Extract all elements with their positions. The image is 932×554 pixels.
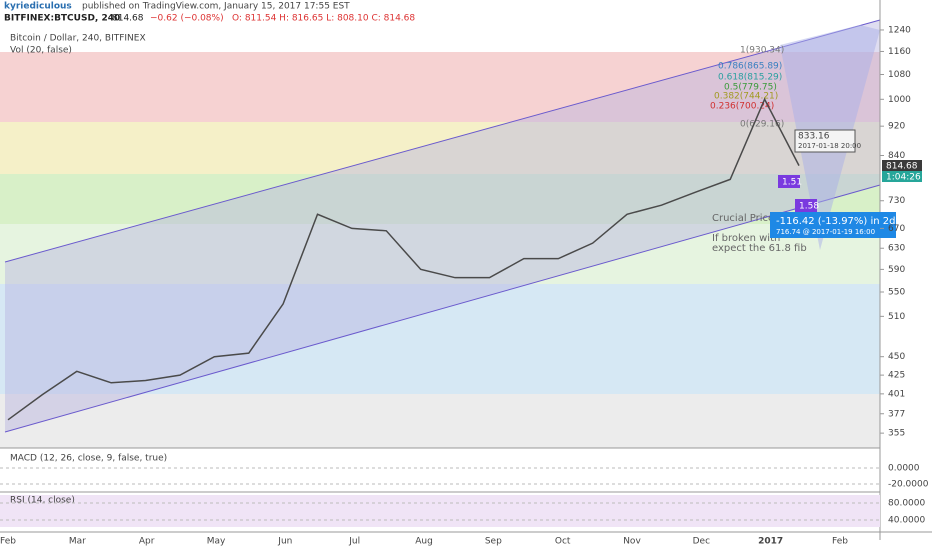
fib-label: 0(629.16) bbox=[740, 120, 784, 130]
fib-label: 0.5(779.75) bbox=[724, 83, 777, 93]
measure-sub: 716.74 @ 2017-01-19 16:00 bbox=[776, 228, 875, 236]
y-tick-label: 840 bbox=[888, 151, 905, 161]
y-tick-label: 0.0000 bbox=[888, 464, 920, 474]
y-tick-label: 630 bbox=[888, 244, 905, 254]
price-tag bbox=[882, 171, 922, 182]
y-tick-label: 425 bbox=[888, 371, 905, 381]
y-tick-label: 377 bbox=[888, 409, 905, 419]
annotation: If broken with bbox=[712, 233, 780, 244]
y-tick-label: 450 bbox=[888, 352, 905, 362]
x-tick-label: Sep bbox=[485, 537, 502, 547]
y-tick-label: 730 bbox=[888, 196, 905, 206]
y-tick-label: 1240 bbox=[888, 25, 911, 35]
x-tick-label: Jun bbox=[277, 537, 292, 547]
x-tick-label: Mar bbox=[69, 537, 86, 547]
measure-box bbox=[770, 212, 896, 238]
published: published on TradingView.com, January 15… bbox=[82, 2, 350, 12]
chart-title: Bitcoin / Dollar, 240, BITFINEX bbox=[10, 34, 146, 44]
x-tick-label: 2017 bbox=[758, 537, 783, 547]
x-tick-label: Nov bbox=[623, 537, 641, 547]
x-tick-label: Aug bbox=[415, 537, 433, 547]
symbol: BITFINEX:BTCUSD, 240 bbox=[4, 14, 120, 24]
annotation: 833.16 bbox=[798, 132, 830, 142]
label-box bbox=[778, 175, 800, 188]
channel-line bbox=[4, 184, 881, 433]
ohlc: O: 811.54 H: 816.65 L: 808.10 C: 814.68 bbox=[232, 14, 415, 24]
fib-label: 1(930.34) bbox=[740, 46, 784, 56]
annotation: expect the 61.8 fib bbox=[712, 243, 807, 254]
fib-label: 0.382(744.21) bbox=[714, 92, 778, 102]
change: −0.62 (−0.08%) bbox=[150, 14, 224, 24]
annotation: 1.51 bbox=[782, 178, 802, 188]
fib-band bbox=[0, 52, 880, 122]
y-tick-label: -20.0000 bbox=[888, 480, 929, 490]
price-tag-text: 814.68 bbox=[886, 162, 918, 172]
y-tick-label: 40.0000 bbox=[888, 516, 925, 526]
label-box bbox=[795, 199, 817, 212]
tooltip bbox=[794, 129, 856, 153]
macd-title: MACD (12, 26, close, 9, false, true) bbox=[10, 454, 167, 464]
fib-label: 0.618(815.29) bbox=[718, 73, 782, 83]
subtitle: Vol (20, false) bbox=[10, 46, 72, 56]
y-tick-label: 1080 bbox=[888, 70, 911, 80]
fib-label: 0.786(865.89) bbox=[718, 62, 782, 72]
channel bbox=[5, 20, 880, 432]
x-tick-label: Apr bbox=[139, 537, 155, 547]
author: kyriediculous bbox=[4, 2, 72, 12]
last-price: 814.68 bbox=[112, 14, 144, 24]
x-tick-label: May bbox=[207, 537, 226, 547]
y-tick-label: 1000 bbox=[888, 95, 911, 105]
x-tick-label: Dec bbox=[693, 537, 710, 547]
x-tick-label: Feb bbox=[0, 537, 16, 547]
fib-label: 0.236(700.24) bbox=[710, 102, 774, 112]
rsi-band bbox=[0, 495, 880, 527]
x-tick-label: Jul bbox=[348, 537, 360, 547]
y-tick-label: 590 bbox=[888, 265, 905, 275]
annotation: 1.58 bbox=[799, 202, 819, 212]
y-tick-label: 510 bbox=[888, 312, 905, 322]
rsi-title: RSI (14, close) bbox=[10, 496, 75, 506]
y-tick-label: 670 bbox=[888, 224, 905, 234]
fib-band bbox=[0, 122, 880, 174]
fib-band bbox=[0, 284, 880, 394]
y-tick-label: 550 bbox=[888, 288, 905, 298]
fib-band bbox=[0, 394, 880, 448]
y-tick-label: 355 bbox=[888, 429, 905, 439]
channel-line bbox=[4, 19, 881, 263]
x-tick-label: Feb bbox=[832, 537, 848, 547]
price-tag bbox=[882, 160, 922, 171]
measure: -116.42 (-13.97%) in 2d 20h bbox=[776, 216, 918, 227]
y-tick-label: 920 bbox=[888, 122, 905, 132]
y-tick-label: 1160 bbox=[888, 47, 911, 57]
y-tick-label: 401 bbox=[888, 389, 905, 399]
annotation: Crucial Price bbox=[712, 213, 774, 224]
y-tick-label: 80.0000 bbox=[888, 499, 925, 509]
annotation: 2017-01-18 20:00 bbox=[798, 142, 861, 150]
price-line bbox=[7, 97, 800, 421]
x-tick-label: Oct bbox=[555, 537, 571, 547]
price-tag-text: 1:04:26 bbox=[886, 173, 921, 183]
fib-band bbox=[0, 174, 880, 224]
